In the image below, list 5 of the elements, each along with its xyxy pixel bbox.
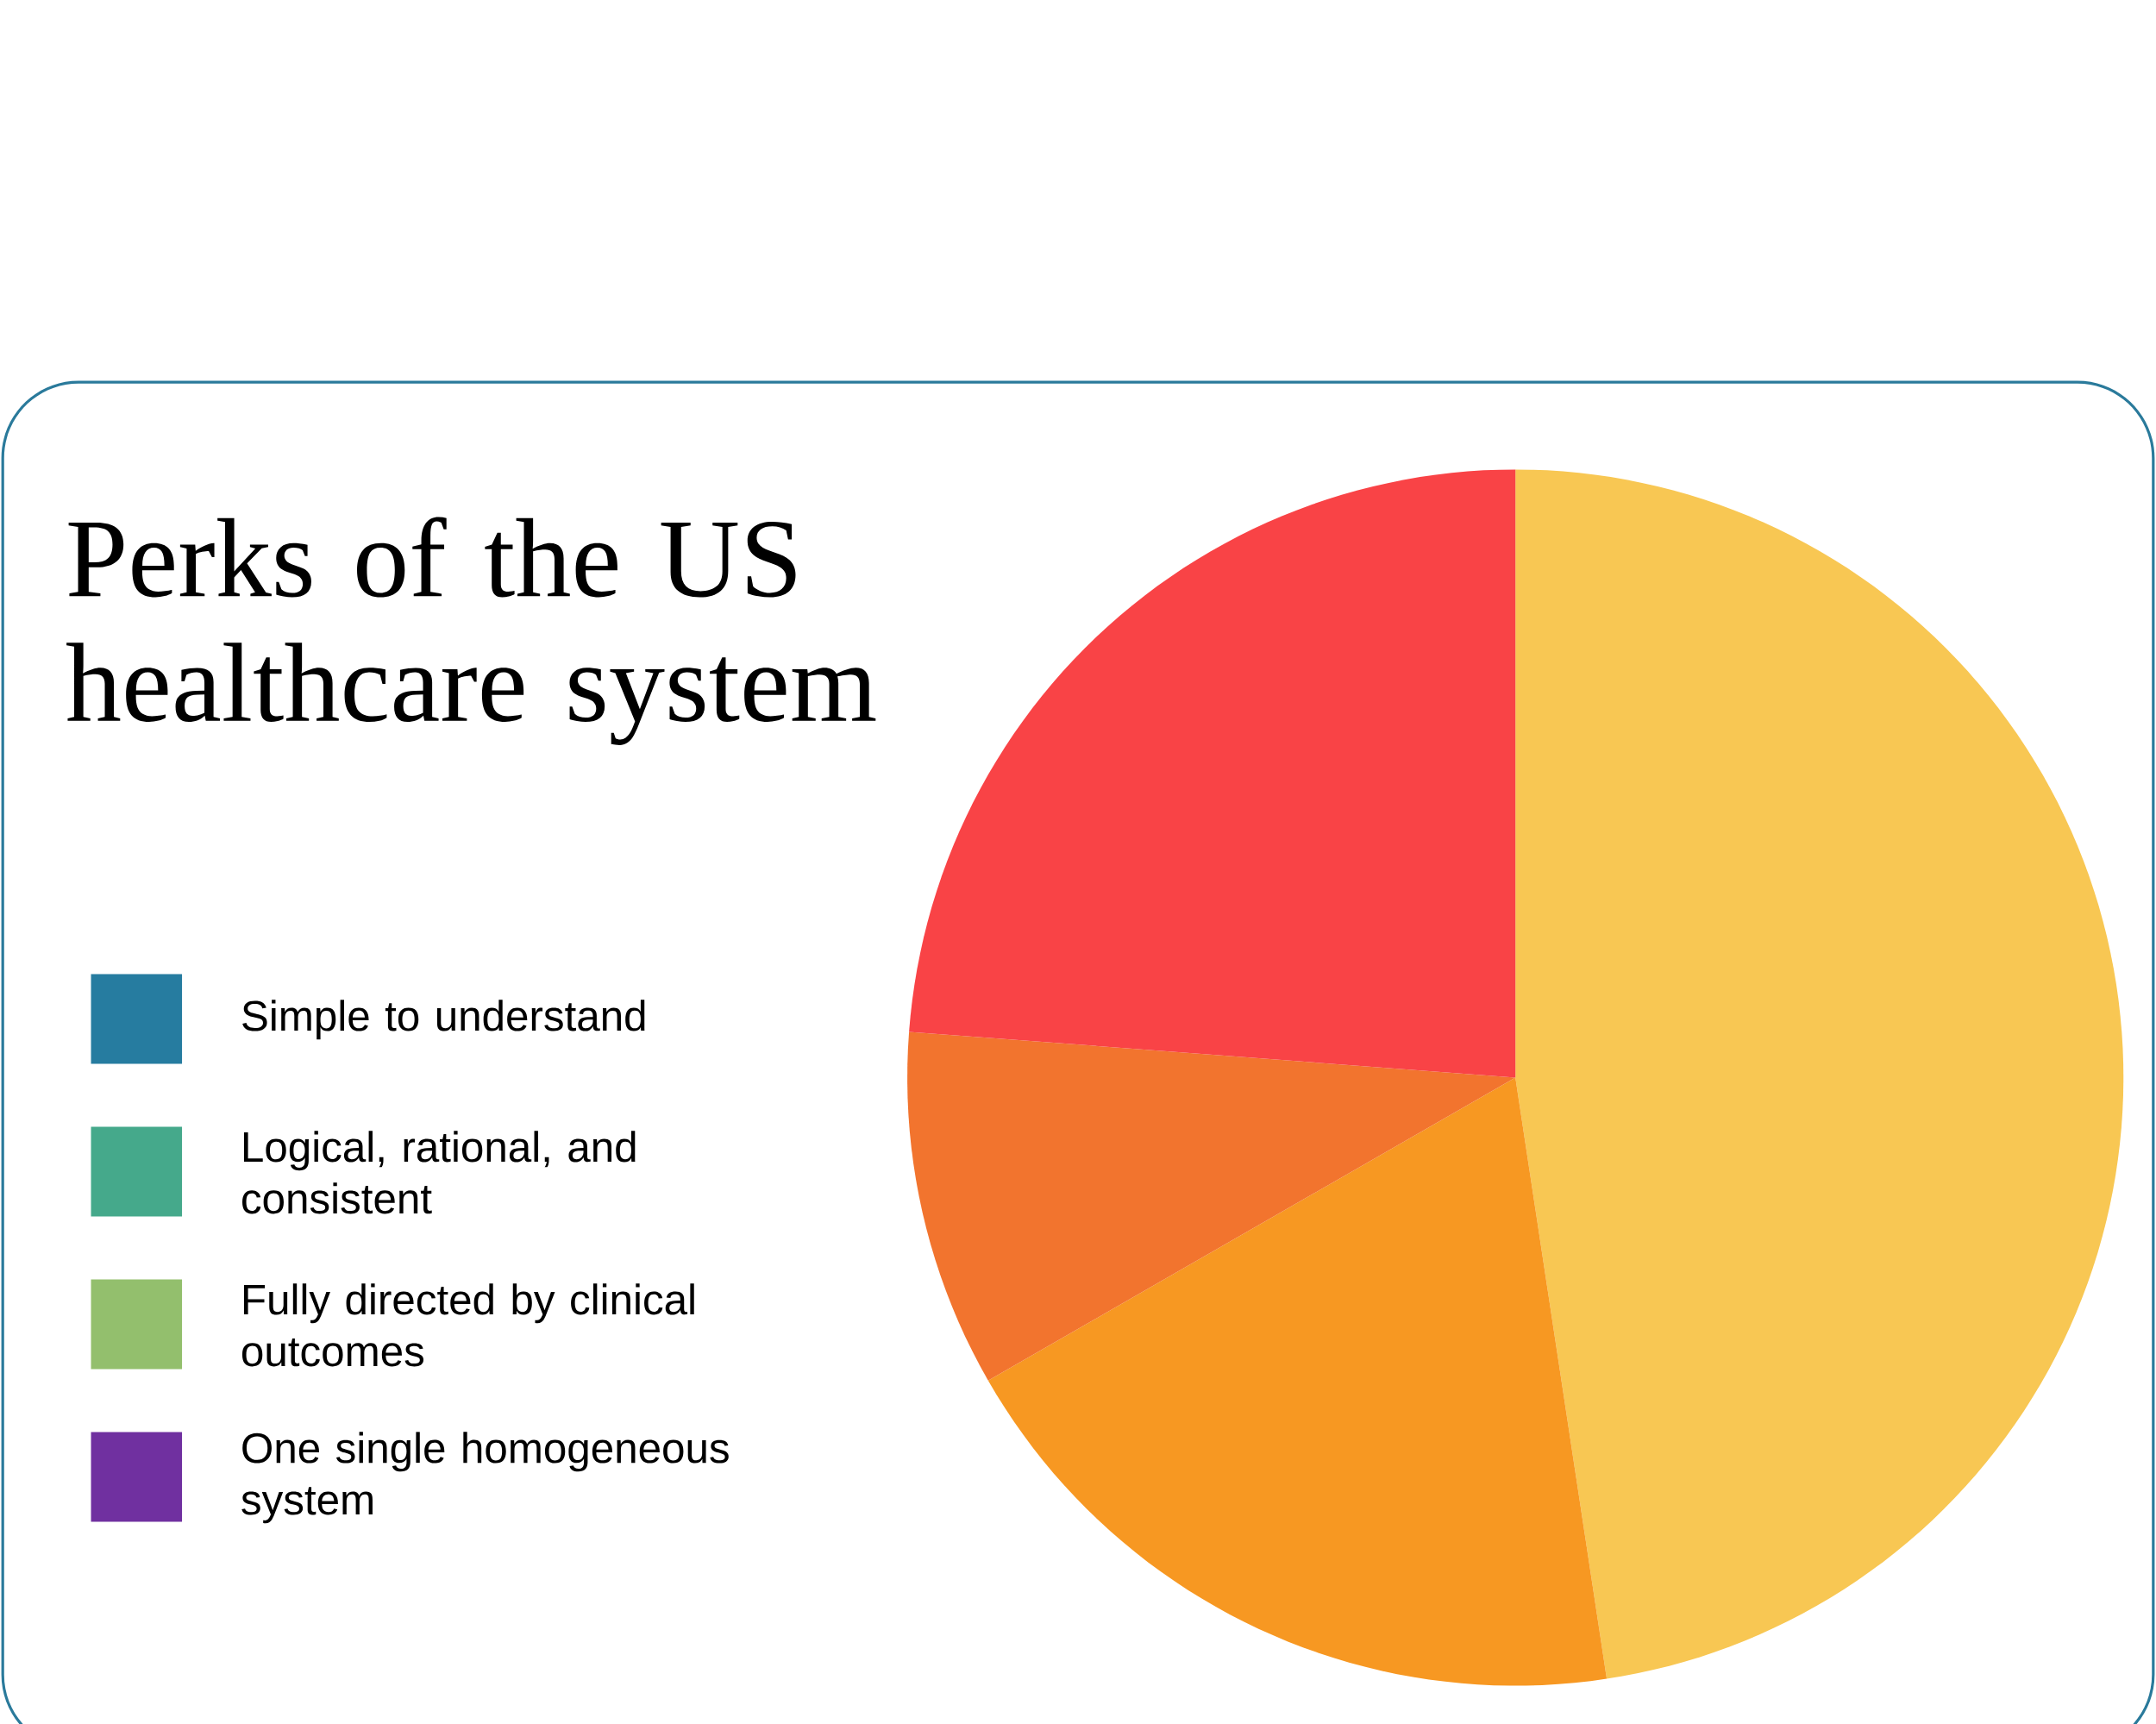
category-label: Fully directed by clinical outcomes [241, 1283, 694, 1367]
text: Perks of the US healthcare system [66, 517, 876, 745]
category-label: One single homogeneous system [241, 1432, 729, 1524]
category-label: Logical, rational, and consistent [242, 1131, 636, 1214]
category-label: Simple to understand [242, 1000, 645, 1040]
